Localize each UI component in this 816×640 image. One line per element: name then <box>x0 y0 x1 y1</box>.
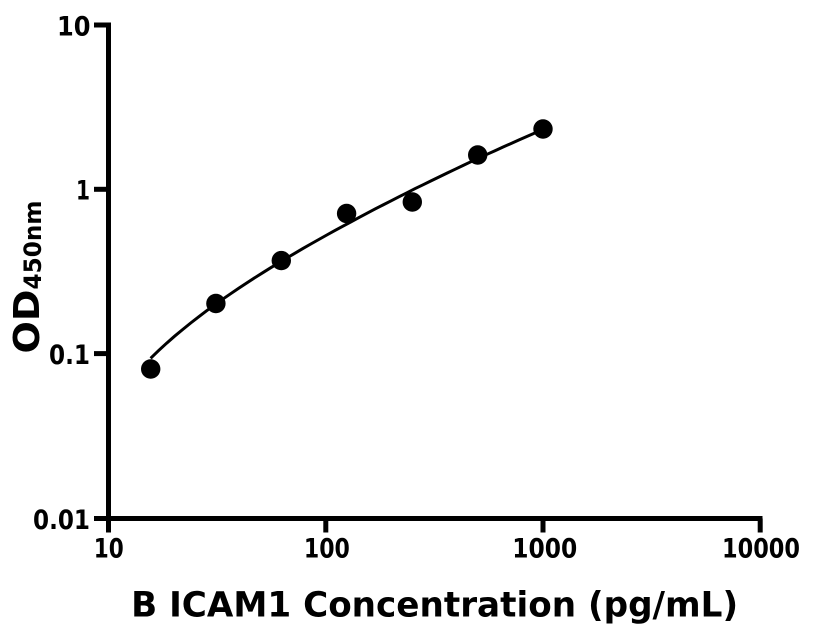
svg-text:1000: 1000 <box>512 533 577 564</box>
svg-text:0.1: 0.1 <box>49 340 90 371</box>
svg-text:1: 1 <box>76 176 90 207</box>
svg-text:0.01: 0.01 <box>33 505 90 536</box>
svg-text:10: 10 <box>94 533 124 564</box>
svg-text:B ICAM1 Concentration (pg/mL): B ICAM1 Concentration (pg/mL) <box>131 585 738 625</box>
svg-text:10: 10 <box>57 11 91 42</box>
svg-text:100: 100 <box>304 533 350 564</box>
svg-text:10000: 10000 <box>722 533 800 564</box>
svg-text:OD450nm: OD450nm <box>7 201 48 354</box>
